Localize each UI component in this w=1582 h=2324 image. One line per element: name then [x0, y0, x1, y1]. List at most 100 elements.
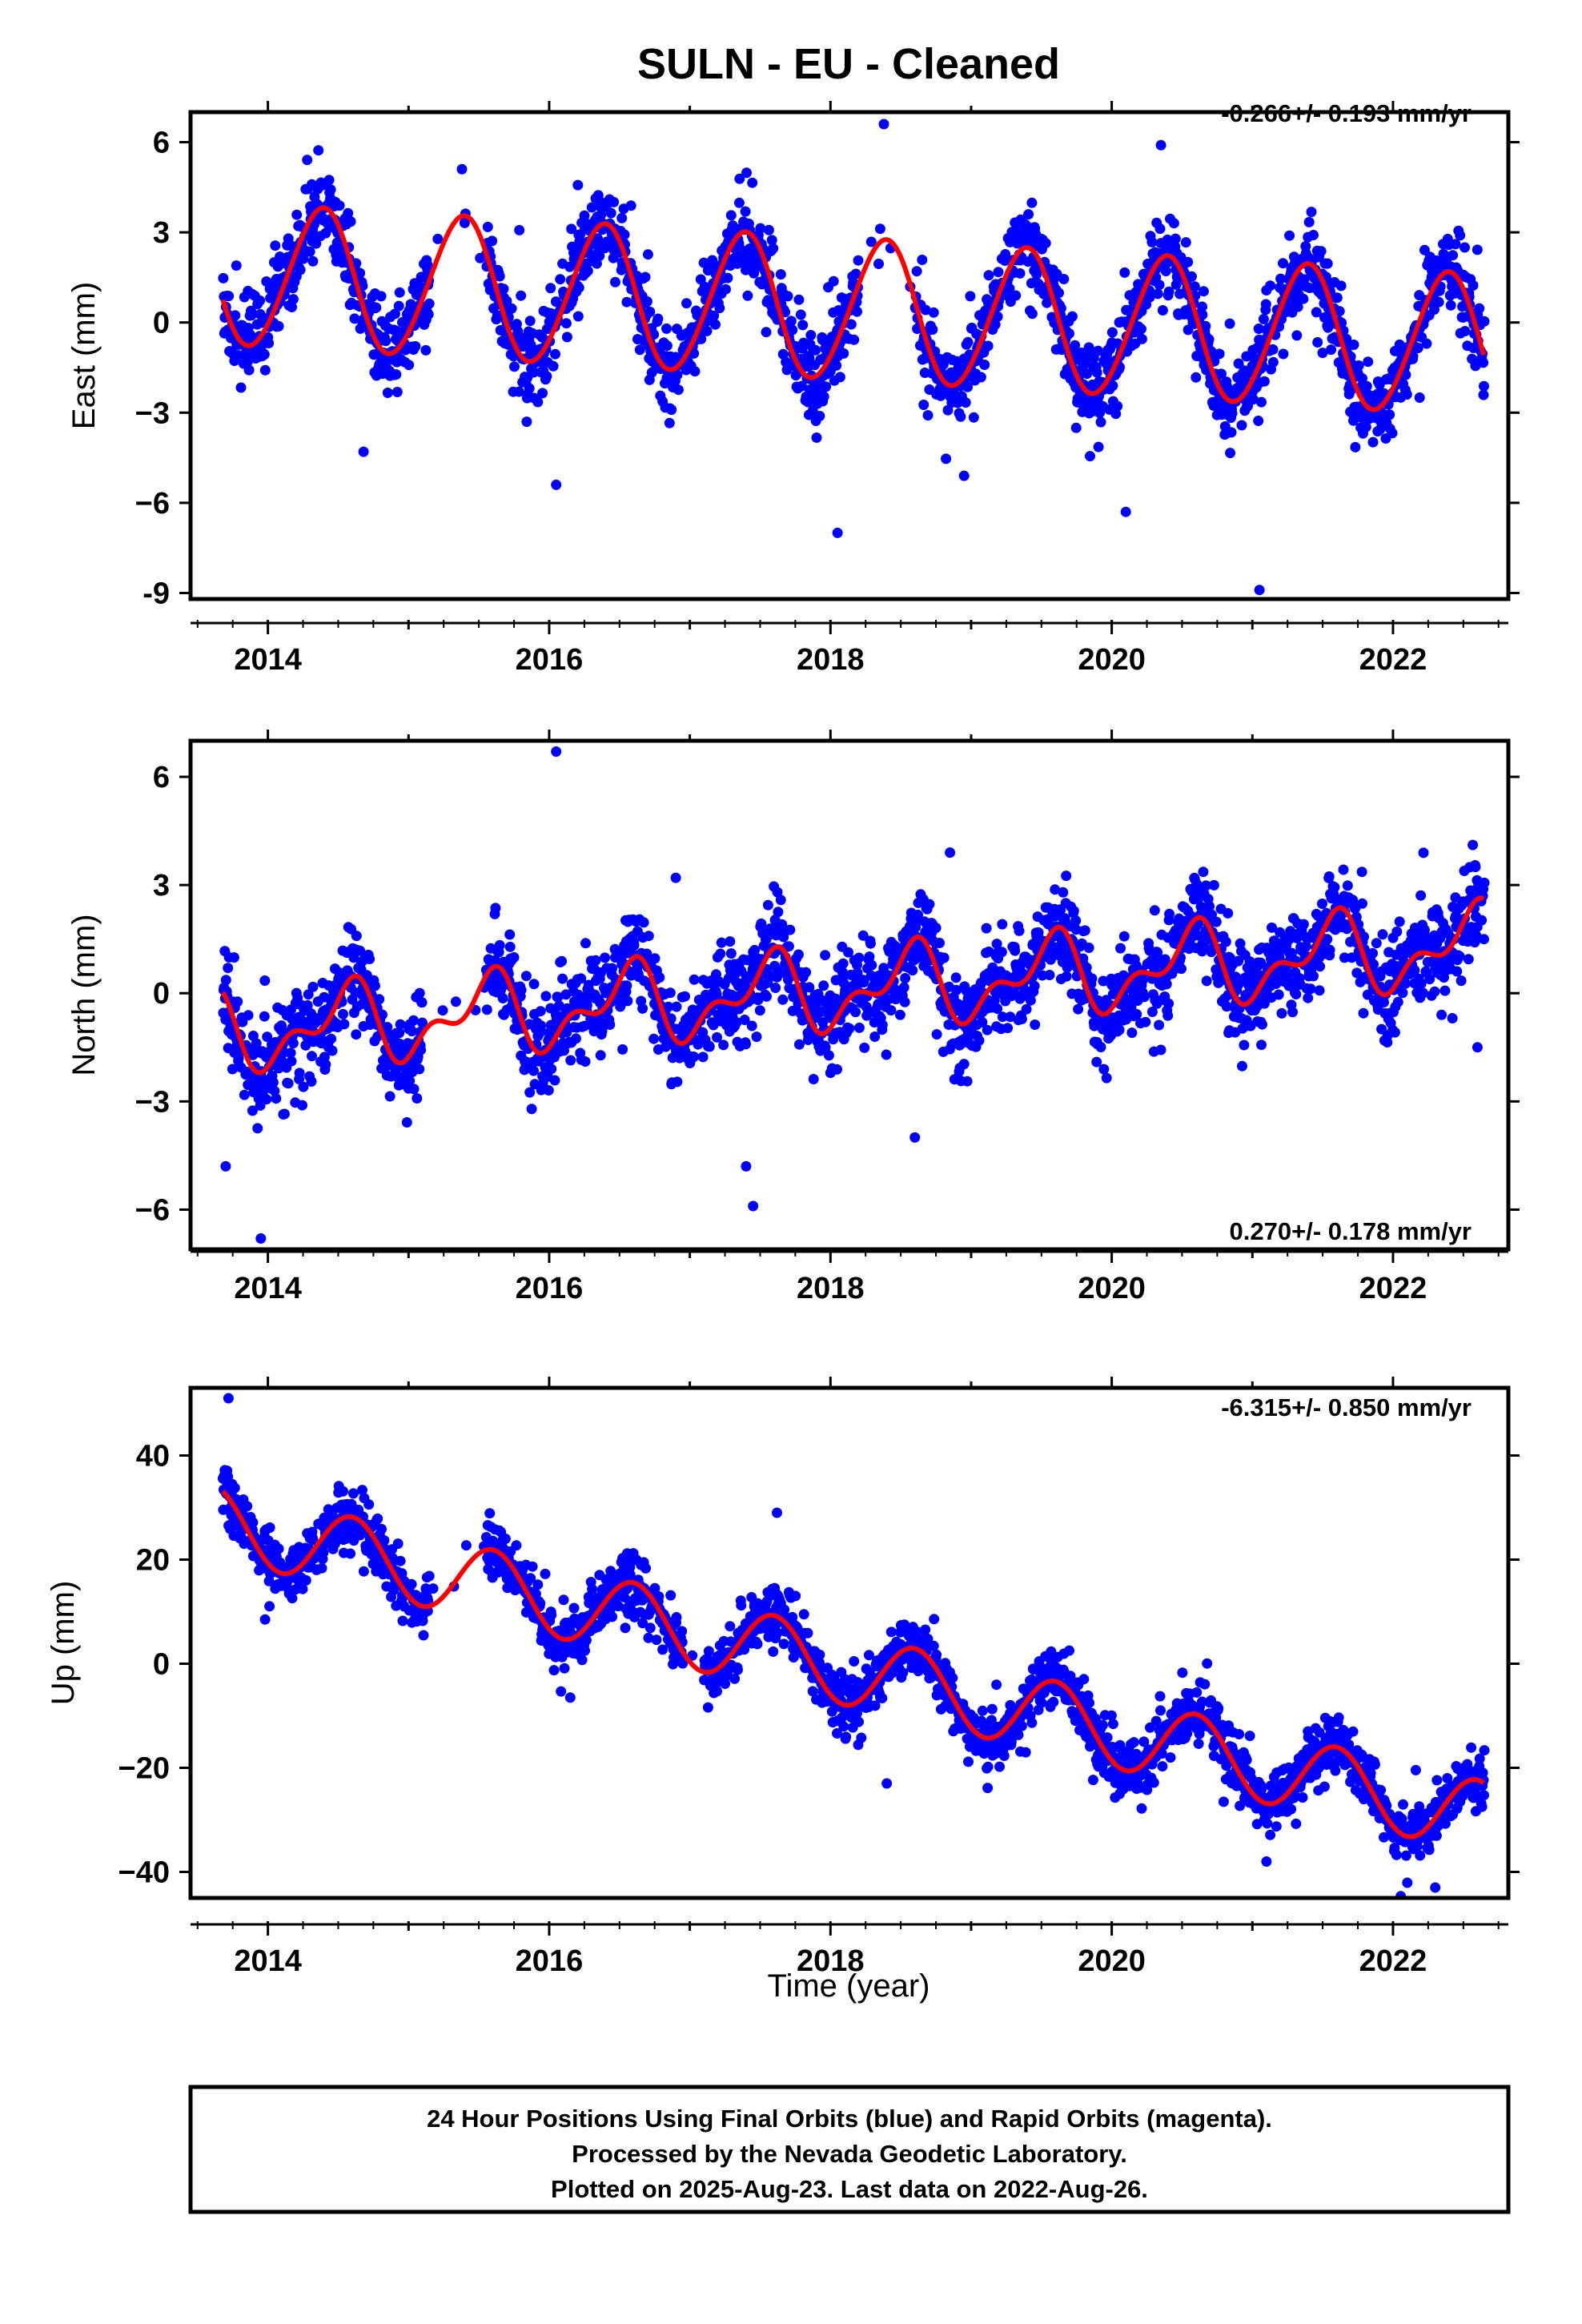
data-point	[1429, 304, 1439, 315]
data-point	[885, 1005, 897, 1016]
outlier-point	[1254, 585, 1265, 596]
data-point	[375, 291, 387, 302]
model-fit-line	[220, 205, 1487, 412]
data-point	[513, 386, 524, 397]
data-point	[572, 179, 584, 191]
data-point	[938, 952, 950, 963]
data-point	[526, 1104, 537, 1115]
data-point	[1118, 931, 1130, 942]
data-point	[320, 1059, 331, 1070]
data-point	[1247, 394, 1259, 405]
data-point	[1061, 870, 1072, 882]
data-point	[992, 1003, 1003, 1014]
data-point	[1164, 908, 1175, 919]
data-point	[1064, 328, 1074, 339]
data-point	[777, 994, 789, 1005]
data-point	[1267, 922, 1277, 933]
y-tick-label: 0	[153, 977, 170, 1011]
data-point	[1479, 380, 1489, 392]
data-point	[739, 1015, 750, 1025]
data-point	[508, 952, 520, 963]
data-point	[1140, 1016, 1151, 1027]
data-point	[1211, 916, 1222, 927]
data-point	[648, 1033, 660, 1044]
data-point	[873, 259, 884, 269]
data-point	[405, 299, 416, 310]
data-point	[697, 1051, 709, 1063]
data-point	[1450, 239, 1461, 250]
data-point	[852, 306, 862, 317]
y-tick-label: −3	[135, 1085, 170, 1119]
outlier-point	[551, 479, 562, 490]
data-point	[1407, 351, 1419, 362]
y-tick-label: −3	[135, 396, 170, 430]
data-point	[556, 955, 568, 967]
data-point	[1334, 306, 1345, 317]
data-point	[621, 296, 632, 308]
x-tick-label: 2018	[797, 1272, 865, 1305]
data-point	[372, 1513, 383, 1524]
data-point	[997, 919, 1008, 930]
data-point	[295, 264, 306, 275]
data-point	[1260, 299, 1271, 310]
data-point	[1315, 961, 1326, 972]
data-point	[528, 367, 539, 378]
data-point	[1223, 907, 1234, 919]
data-point	[1470, 862, 1481, 873]
data-point	[797, 320, 809, 331]
data-point	[306, 1076, 317, 1087]
data-point	[339, 1019, 350, 1030]
data-point	[271, 1093, 282, 1104]
data-point	[715, 948, 726, 959]
data-point	[1044, 970, 1055, 980]
data-point	[877, 1019, 888, 1031]
data-point	[506, 303, 517, 314]
data-point	[869, 1031, 881, 1042]
data-point	[681, 298, 692, 309]
data-point	[731, 1017, 742, 1028]
data-point	[267, 1077, 279, 1088]
data-point	[424, 298, 435, 309]
data-point	[922, 410, 934, 421]
data-point	[1068, 906, 1079, 916]
data-point	[345, 1548, 356, 1559]
data-point	[804, 982, 815, 993]
data-point	[1002, 1023, 1014, 1034]
data-point	[920, 304, 931, 316]
data-point	[1377, 929, 1388, 940]
data-point	[853, 255, 864, 266]
data-point	[1322, 934, 1333, 945]
data-point	[496, 981, 508, 992]
data-point	[1394, 916, 1405, 927]
data-point	[246, 310, 257, 321]
outlier-point	[1155, 139, 1166, 151]
data-point	[338, 1486, 348, 1497]
data-point	[772, 887, 783, 898]
data-point	[1371, 938, 1382, 949]
data-point	[228, 952, 239, 963]
data-point	[279, 1108, 290, 1120]
data-point	[742, 290, 753, 301]
data-point	[374, 994, 385, 1005]
data-point	[1317, 899, 1327, 909]
data-point	[1093, 441, 1104, 452]
data-point	[721, 283, 731, 295]
data-point	[380, 336, 391, 347]
data-point	[1399, 978, 1411, 989]
data-point	[404, 360, 415, 371]
data-point	[820, 1042, 831, 1053]
data-point	[1198, 286, 1209, 297]
data-point	[619, 229, 630, 240]
data-point	[1091, 1056, 1102, 1068]
data-point	[1054, 287, 1064, 299]
data-point	[1000, 249, 1011, 259]
data-point	[1016, 1014, 1027, 1024]
data-point	[747, 177, 758, 188]
data-point	[604, 1019, 616, 1030]
data-point	[1468, 279, 1479, 291]
data-point	[1189, 281, 1200, 292]
data-point	[864, 951, 875, 963]
x-tick-label: 2020	[1078, 643, 1146, 677]
data-point	[1203, 334, 1215, 345]
data-point	[287, 302, 297, 312]
